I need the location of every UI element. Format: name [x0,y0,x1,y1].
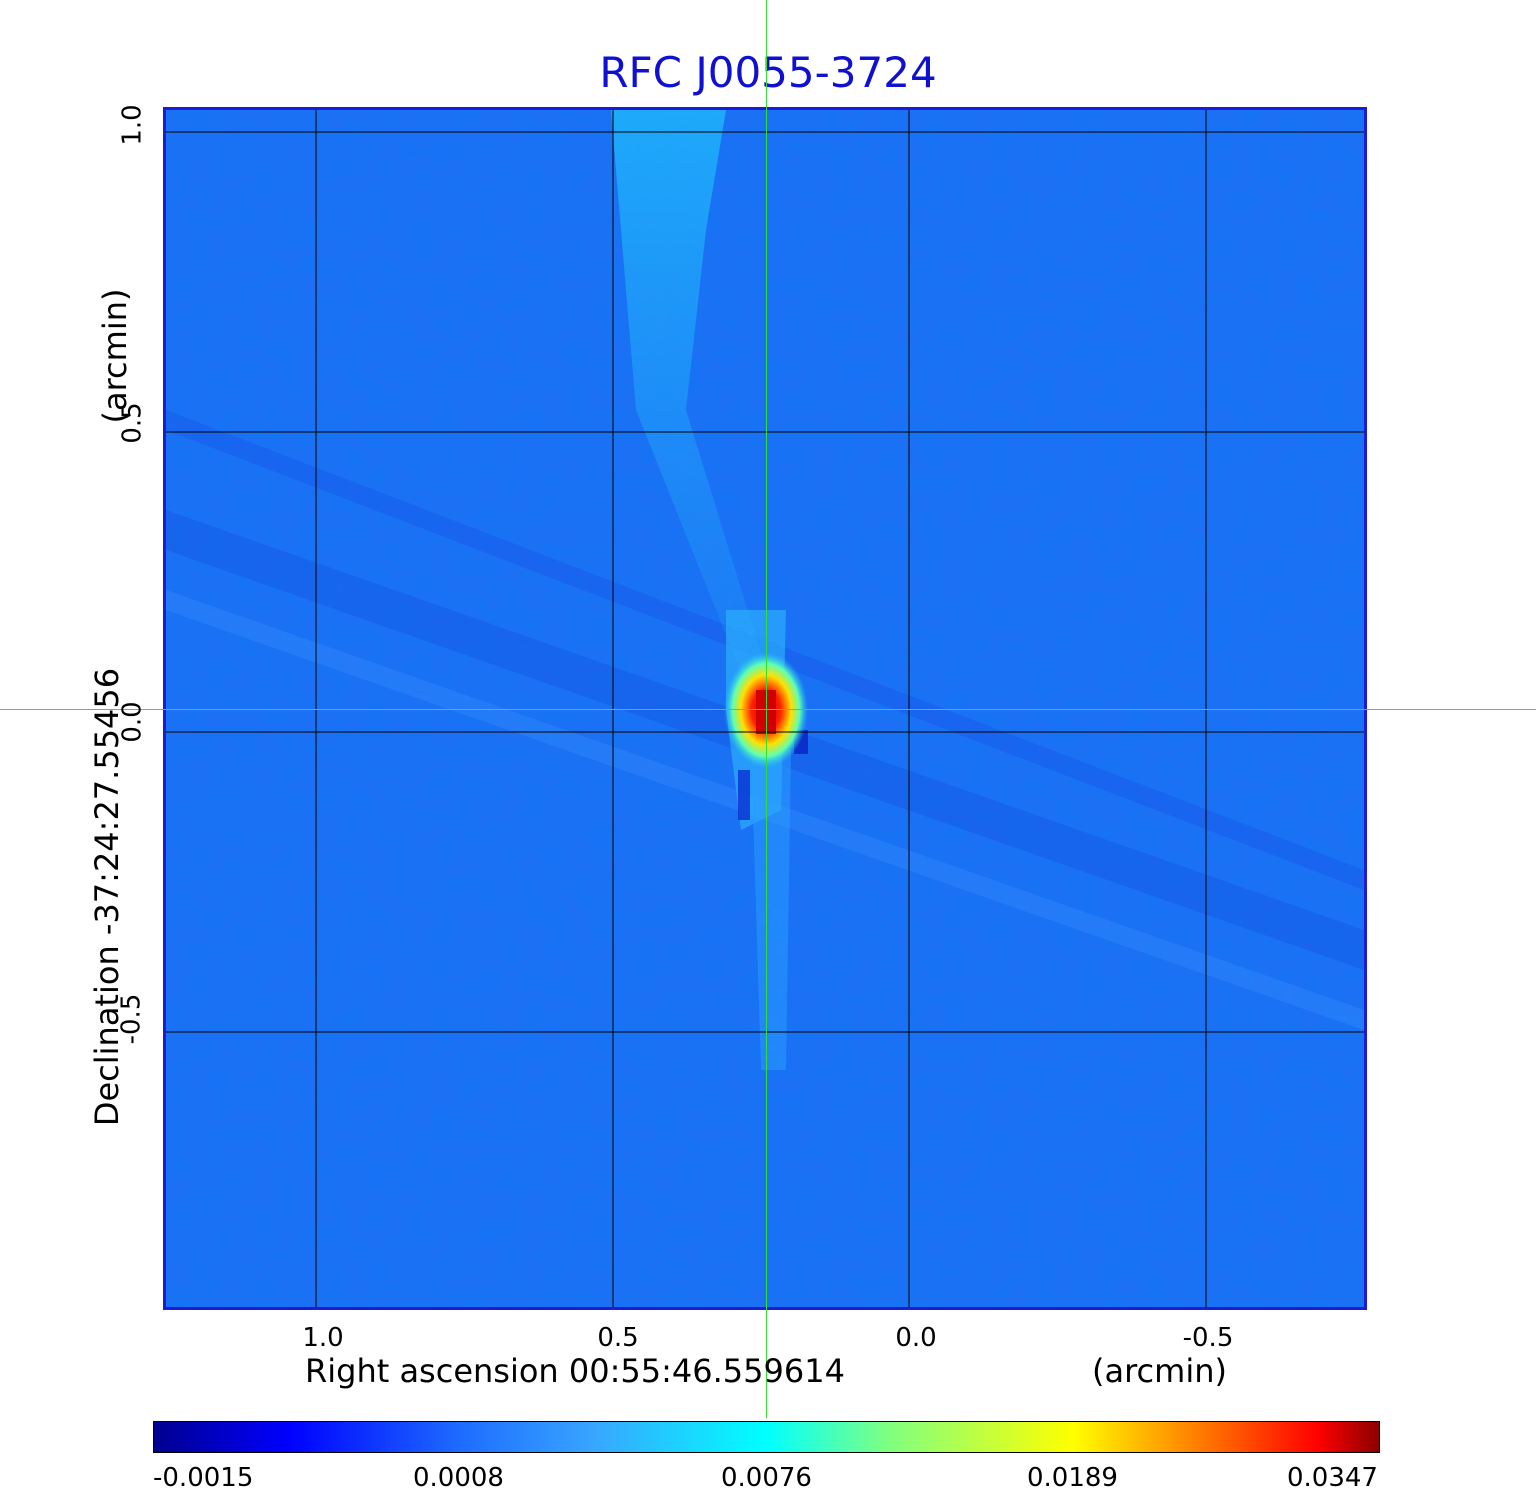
radio-image [163,107,1367,1310]
plot-title: RFC J0055-3724 [599,48,937,97]
x-tick-label: 0.5 [597,1323,639,1353]
x-axis-unit: (arcmin) [1092,1352,1227,1390]
colorbar-tick-label: 0.0008 [413,1463,504,1493]
x-tick-label: 0.0 [895,1323,937,1353]
colorbar-tick-label: 0.0347 [1287,1463,1378,1493]
colorbar-tick-label: 0.0076 [721,1463,812,1493]
y-tick-label: 1.0 [117,104,148,146]
x-tick-label: 1.0 [302,1323,344,1353]
y-axis-unit: (arcmin) [96,288,134,424]
x-axis-label: Right ascension 00:55:46.559614 [305,1352,845,1390]
crosshair-horizontal [0,709,1536,710]
y-axis-label: Declination -37:24:27.55456 [88,667,126,1127]
x-tick-label: -0.5 [1182,1323,1234,1353]
colorbar-tick-label: -0.0015 [153,1463,254,1493]
colorbar-tick-label: 0.0189 [1027,1463,1118,1493]
colorbar [153,1421,1380,1453]
